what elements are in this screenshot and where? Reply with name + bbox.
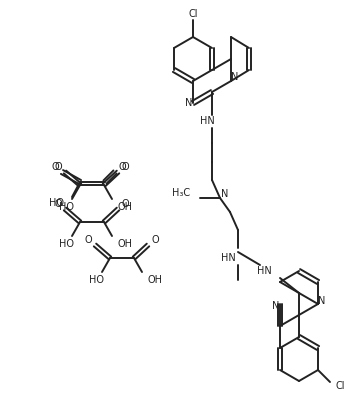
Text: HO: HO xyxy=(60,239,74,249)
Text: O: O xyxy=(84,235,92,245)
Text: HO: HO xyxy=(49,198,64,208)
Text: N: N xyxy=(221,189,229,199)
Text: HO: HO xyxy=(60,202,74,212)
Text: H₃C: H₃C xyxy=(172,188,190,198)
Text: O: O xyxy=(121,199,129,209)
Text: O: O xyxy=(54,199,62,209)
Text: O: O xyxy=(121,162,129,172)
Text: HN: HN xyxy=(200,116,214,126)
Text: OH: OH xyxy=(118,239,133,249)
Text: HO: HO xyxy=(89,275,104,285)
Text: O: O xyxy=(51,162,59,172)
Text: OH: OH xyxy=(118,202,133,212)
Text: N: N xyxy=(231,72,239,82)
Text: O: O xyxy=(118,162,126,172)
Text: N: N xyxy=(318,296,326,306)
Text: HN: HN xyxy=(257,266,272,276)
Text: HN: HN xyxy=(221,253,235,263)
Text: O: O xyxy=(54,162,62,172)
Text: N: N xyxy=(272,301,280,311)
Text: OH: OH xyxy=(148,275,163,285)
Text: Cl: Cl xyxy=(188,9,198,19)
Text: O: O xyxy=(151,235,159,245)
Text: N: N xyxy=(185,98,193,108)
Text: Cl: Cl xyxy=(336,381,346,391)
